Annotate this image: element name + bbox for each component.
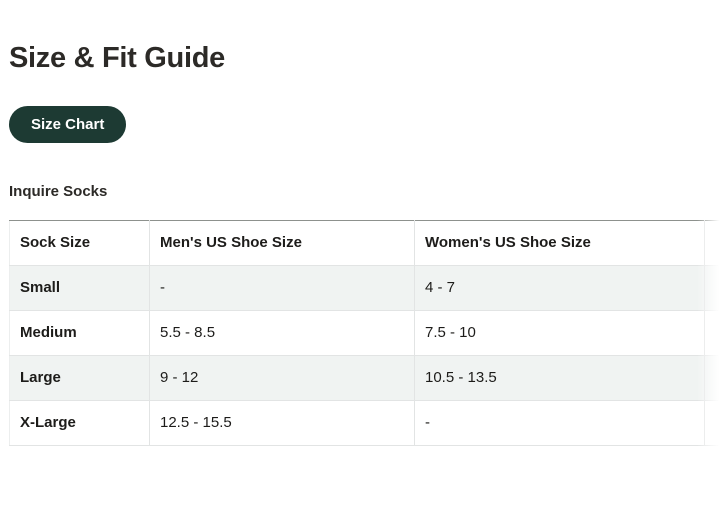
cell-sock-size: X-Large: [9, 400, 150, 446]
size-chart-button[interactable]: Size Chart: [9, 106, 127, 144]
cell-womens-size: -: [414, 400, 705, 446]
column-header-womens-us-shoe-size: Women's US Shoe Size: [414, 220, 705, 266]
cell-mens-size: 9 - 12: [149, 355, 415, 401]
chip-row: Size Chart: [9, 106, 725, 144]
table-row-large: Large 9 - 12 10.5 - 13.5: [9, 355, 725, 401]
cell-sock-size: Large: [9, 355, 150, 401]
cell-overflow: [704, 400, 725, 446]
cell-mens-size: 12.5 - 15.5: [149, 400, 415, 446]
size-chart-table: Sock Size Men's US Shoe Size Women's US …: [9, 219, 725, 446]
cell-overflow: [704, 355, 725, 401]
column-header-overflow: [704, 220, 725, 266]
cell-mens-size: -: [149, 265, 415, 311]
page-title: Size & Fit Guide: [9, 42, 225, 74]
column-header-sock-size: Sock Size: [9, 220, 150, 266]
cell-sock-size: Medium: [9, 310, 150, 356]
cell-womens-size: 7.5 - 10: [414, 310, 705, 356]
cell-overflow: [704, 310, 725, 356]
table-row-medium: Medium 5.5 - 8.5 7.5 - 10: [9, 310, 725, 356]
table-header-row: Sock Size Men's US Shoe Size Women's US …: [9, 220, 725, 266]
column-header-mens-us-shoe-size: Men's US Shoe Size: [149, 220, 415, 266]
section-subtitle: Inquire Socks: [9, 183, 108, 201]
cell-womens-size: 10.5 - 13.5: [414, 355, 705, 401]
cell-womens-size: 4 - 7: [414, 265, 705, 311]
size-fit-guide-page: Size & Fit Guide Size Chart Inquire Sock…: [9, 42, 725, 446]
size-table-scroll-container[interactable]: Sock Size Men's US Shoe Size Women's US …: [9, 219, 725, 446]
cell-sock-size: Small: [9, 265, 150, 311]
table-row-x-large: X-Large 12.5 - 15.5 -: [9, 400, 725, 446]
cell-overflow: [704, 265, 725, 311]
table-row-small: Small - 4 - 7: [9, 265, 725, 311]
cell-mens-size: 5.5 - 8.5: [149, 310, 415, 356]
